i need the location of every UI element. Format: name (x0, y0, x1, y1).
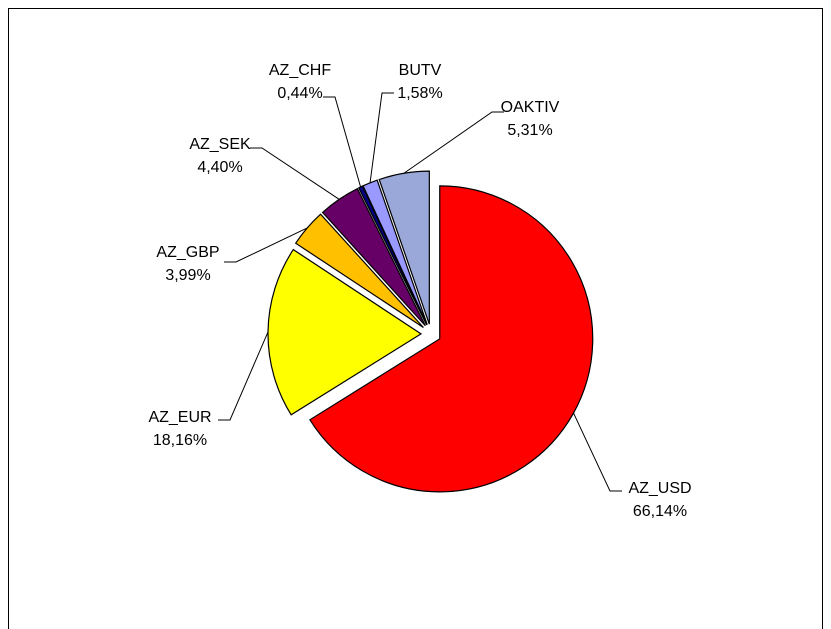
slice-value-label: 3,99% (165, 267, 210, 284)
leader-line (323, 96, 362, 188)
leader-line (250, 147, 340, 200)
pie-slice (357, 185, 428, 326)
slice-label: AZ_CHF (269, 62, 331, 79)
slice-value-label: 0,44% (277, 85, 322, 102)
leader-line (224, 227, 308, 263)
slice-label: AZ_EUR (148, 409, 211, 426)
leader-line (218, 331, 269, 421)
slice-label: OAKTIV (501, 99, 560, 116)
pie-slice (378, 170, 430, 325)
slice-label: AZ_GBP (156, 244, 219, 261)
pie-slice (309, 185, 594, 493)
leader-line (573, 412, 622, 492)
leader-line (369, 92, 394, 183)
slice-label: BUTV (399, 62, 442, 79)
chart-frame (8, 8, 823, 629)
slice-value-label: 18,16% (153, 432, 207, 449)
slice-label: AZ_USD (628, 480, 691, 497)
pie-slice (362, 179, 428, 325)
slice-value-label: 1,58% (397, 85, 442, 102)
leader-line (403, 111, 504, 174)
slice-label: AZ_SEK (189, 136, 251, 153)
slice-value-label: 5,31% (507, 122, 552, 139)
slice-value-label: 66,14% (633, 503, 687, 520)
slice-value-label: 4,40% (197, 159, 242, 176)
pie-slice (321, 187, 426, 327)
pie-slice (267, 248, 423, 416)
